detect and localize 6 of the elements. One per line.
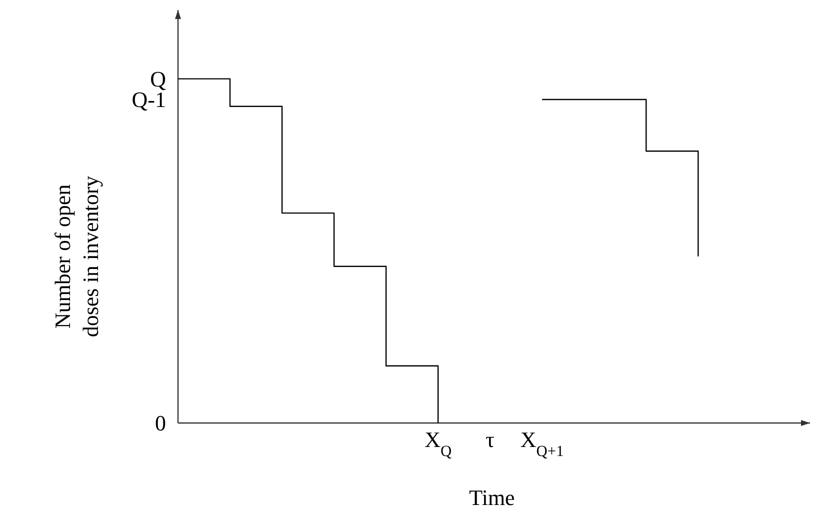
- x-axis-title: Time: [469, 485, 515, 510]
- x-tick-label: X$_{Q}$: [424, 427, 452, 460]
- x-tick-label: τ: [486, 427, 495, 452]
- x-tick-label: X$_{Q+1}$: [520, 427, 564, 460]
- text: 0: [155, 410, 166, 436]
- y-axis-title: Number of open doses in inventory: [50, 176, 103, 338]
